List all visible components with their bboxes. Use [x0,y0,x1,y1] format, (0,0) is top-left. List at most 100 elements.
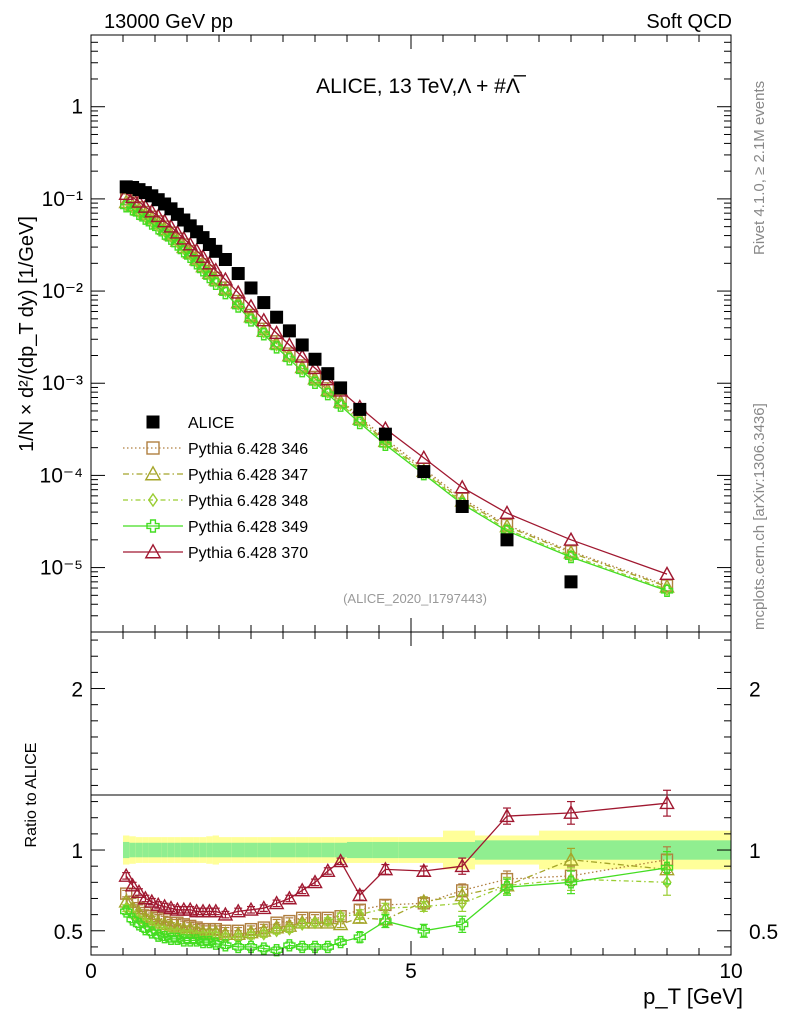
ratio-y-tick-label: 0.5 [54,921,83,944]
data-point [353,402,367,416]
legend-label: Pythia 6.428 370 [188,545,308,562]
legend-label: Pythia 6.428 348 [188,493,308,510]
data-point [201,255,218,270]
data-point [564,550,578,564]
ratio-point [233,930,243,944]
rivet-version-text: Rivet 4.1.0, ≥ 2.1M events [751,81,768,255]
ratio-point [352,887,368,902]
stat-uncertainty-band [193,842,200,858]
data-point [270,341,283,354]
stat-uncertainty-band [161,842,168,858]
ratio-point [296,940,309,954]
ratio-point [332,853,349,868]
stat-uncertainty-band [398,841,443,859]
ratio-point [377,861,394,876]
ratio-point [137,890,154,905]
data-point [659,578,675,593]
stat-uncertainty-band [347,841,373,859]
x-tick-label: 5 [405,960,417,983]
data-point [183,250,197,264]
ratio-point [271,924,282,938]
ratio-point [659,795,675,810]
legend-label: Pythia 6.428 346 [188,441,308,458]
ratio-series-layer [118,789,675,957]
legend-marker [146,441,160,455]
ratio-point [126,913,139,926]
stat-uncertainty-band [155,842,162,858]
data-point [231,267,245,281]
data-point [230,284,246,299]
ratio-point [158,931,171,944]
header-left: 13000 GeV pp [104,11,233,33]
data-point [257,296,271,310]
stat-uncertainty-band [270,842,283,858]
data-point [150,208,166,223]
ratio-point [244,940,258,954]
ratio-y-tick-label-right: 1 [749,840,761,863]
stat-uncertainty-band [372,841,399,859]
data-point [244,281,258,295]
legend-label: Pythia 6.428 349 [188,519,308,536]
ratio-point [283,939,296,952]
data-point [294,348,310,363]
data-point [230,294,246,309]
stat-uncertainty-band [244,842,258,858]
legend: ALICE Pythia 6.428 346 Pythia 6.428 347 Pyt… [123,415,308,562]
ratio-point [284,922,295,936]
main-y-tick-label: 10⁻⁵ [40,557,83,580]
stat-uncertainty-band [187,842,194,858]
data-point [190,257,203,270]
data-point [188,242,205,257]
ratio-point [353,931,366,944]
stat-uncertainty-band [135,842,143,858]
data-point [256,312,272,327]
ratio-point [230,903,246,918]
data-point [416,449,432,464]
data-point [209,277,223,290]
x-tick-label: 0 [85,960,97,983]
ratio-point [124,877,141,892]
data-point [379,438,392,451]
ratio-y-tick-label: 1 [71,840,83,863]
ratio-point [308,940,322,954]
data-point [217,281,234,296]
main-y-tick-label: 10⁻¹ [42,188,83,211]
ratio-point [297,917,307,932]
stat-uncertainty-band [199,842,207,858]
data-point [659,566,675,581]
ratio-point [320,862,336,877]
ratio-point [419,899,429,914]
data-point [118,194,134,209]
ratio-point [323,914,333,928]
stat-uncertainty-band [295,842,309,858]
ratio-point [151,929,165,942]
ratio-point [660,861,674,874]
ratio-point [171,932,184,946]
data-point [219,286,232,300]
ratio-point [259,927,269,941]
data-point [500,533,514,547]
stat-uncertainty-band [219,842,232,858]
ratio-point [380,901,391,915]
stat-uncertainty-band [180,842,187,858]
data-point [218,253,232,267]
data-point [169,224,186,239]
main-series-0 [119,180,578,589]
ratio-point [203,935,216,949]
ratio-point [268,895,285,910]
legend-marker [146,519,160,533]
data-point [499,518,515,533]
ratio-point [500,880,514,894]
data-point [455,499,469,513]
x-axis-label: p_T [GeV] [643,984,743,1009]
ratio-series-line [125,859,668,935]
data-point [454,479,470,494]
ratio-y-tick-label-right: 0.5 [749,921,778,944]
data-point [270,310,284,324]
data-point [208,262,224,277]
data-point [282,324,296,338]
ratio-axes: 0.5 0.5 1 1 2 2 0 5 10 [54,632,778,983]
ratio-point [379,914,392,928]
main-y-tick-label: 10⁻² [42,280,83,303]
data-point [307,360,323,375]
